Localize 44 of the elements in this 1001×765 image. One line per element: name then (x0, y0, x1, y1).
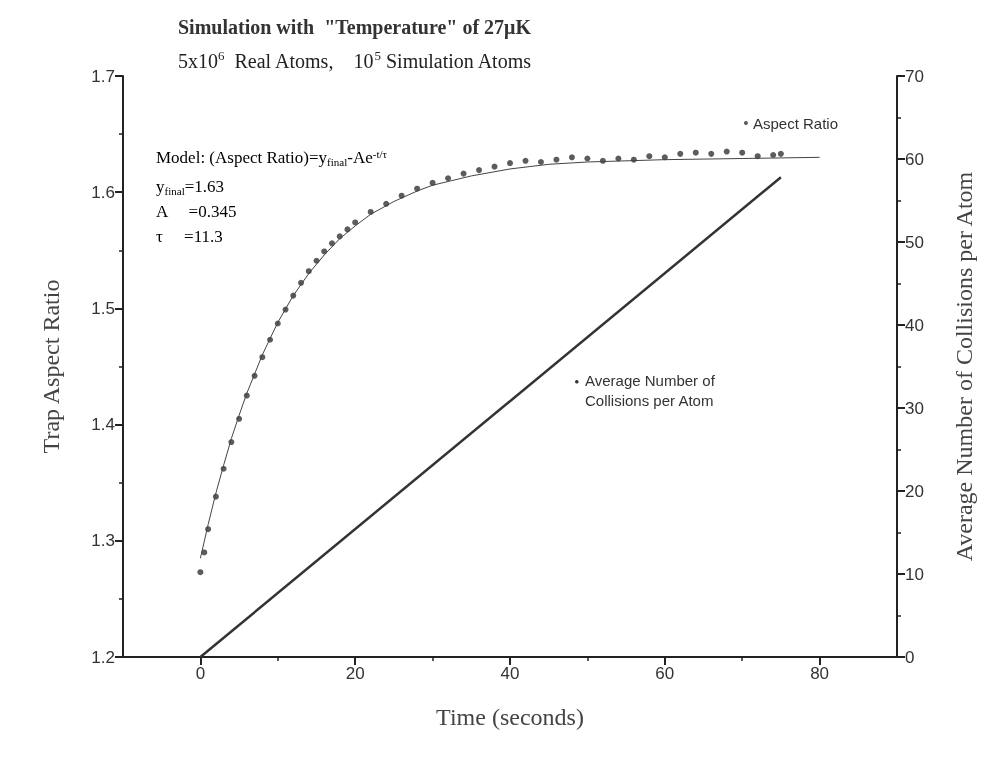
point (352, 219, 359, 226)
point (522, 157, 529, 164)
point (568, 154, 575, 161)
x-tick-label: 60 (655, 664, 675, 683)
y2-tick-label: 10 (905, 564, 924, 584)
y-tick-label: 1.4 (91, 415, 115, 435)
y-tick-label: 1.2 (91, 647, 115, 667)
point (553, 156, 560, 163)
point (197, 569, 204, 576)
y2-tick-label: 20 (905, 481, 924, 501)
y-tick-label: 1.6 (91, 182, 115, 202)
y-tick-label: 1.7 (91, 66, 115, 86)
point (708, 150, 715, 157)
y-tick-label: 1.5 (91, 298, 115, 318)
y2-axis-title: Average Number of Collisions per Atom (951, 171, 977, 562)
y-tick-label: 1.3 (91, 531, 115, 551)
y2-tick-label: 50 (905, 232, 924, 252)
point (777, 150, 784, 157)
x-tick-label: 0 (195, 664, 206, 683)
point (584, 155, 591, 162)
annotation: A =0.345 (156, 202, 237, 221)
point (537, 158, 544, 165)
point (507, 160, 513, 167)
point (445, 175, 452, 182)
point (646, 153, 653, 160)
series-label: Aspect Ratio (752, 114, 839, 132)
point (460, 170, 467, 177)
y2-tick-label: 30 (905, 398, 924, 418)
annotation: τ =11.3 (156, 227, 223, 246)
series-label: Average Number of Collisions per Atom (585, 371, 716, 409)
y-axis-title: Trap Aspect Ratio (38, 279, 64, 454)
point (692, 149, 699, 156)
y2-tick-label: 70 (905, 66, 924, 86)
y2-tick-label: 60 (905, 149, 924, 169)
x-axis-title: Time (seconds) (436, 704, 584, 730)
point (739, 149, 746, 156)
x-tick-label: 20 (345, 664, 365, 683)
point (677, 150, 684, 157)
y2-tick-label: 40 (905, 315, 924, 335)
x-tick-label: 80 (810, 664, 830, 683)
point (476, 167, 483, 174)
x-tick-label: 40 (500, 664, 520, 683)
chart-title: Simulation with "Temperature" of 27μK (178, 16, 532, 39)
y2-tick-label: 0 (905, 647, 915, 667)
